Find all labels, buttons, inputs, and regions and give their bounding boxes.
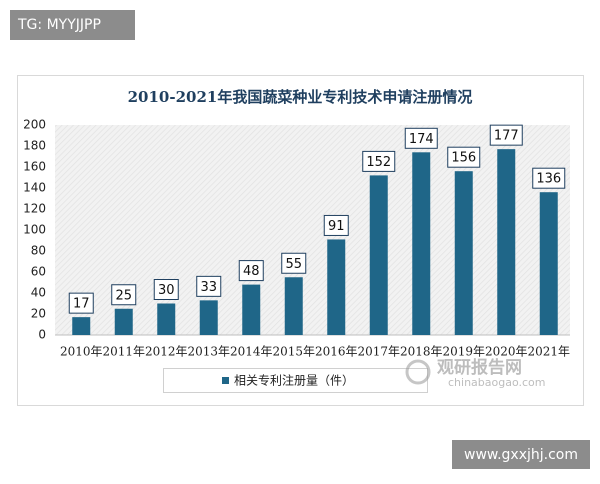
bar xyxy=(539,192,558,335)
data-label: 33 xyxy=(200,280,217,295)
data-label: 17 xyxy=(73,297,90,312)
y-tick-label: 200 xyxy=(23,118,46,132)
watermark-url: chinabaogao.com xyxy=(448,376,546,389)
x-tick-label: 2021年 xyxy=(527,345,570,359)
data-label: 136 xyxy=(536,172,561,187)
chart-title: 2010-2021年我国蔬菜种业专利技术申请注册情况 xyxy=(128,88,473,106)
bar xyxy=(284,277,303,335)
data-label: 177 xyxy=(494,129,519,144)
bar xyxy=(454,171,473,335)
data-label-box xyxy=(196,275,222,297)
data-label-box xyxy=(489,124,523,146)
bar xyxy=(412,152,431,335)
data-label: 156 xyxy=(451,151,476,166)
data-label-box xyxy=(281,252,307,274)
bar xyxy=(199,300,218,335)
x-tick-label: 2017年 xyxy=(357,345,400,359)
y-tick-label: 40 xyxy=(31,286,46,300)
x-tick-label: 2014年 xyxy=(230,345,273,359)
data-label: 91 xyxy=(328,219,345,234)
x-tick-label: 2012年 xyxy=(145,345,188,359)
data-label: 55 xyxy=(285,257,302,272)
x-tick-label: 2013年 xyxy=(187,345,230,359)
y-tick-label: 160 xyxy=(23,160,46,174)
data-label-box xyxy=(153,279,179,300)
bar xyxy=(242,284,261,335)
y-tick-label: 140 xyxy=(23,181,46,195)
x-tick-label: 2019年 xyxy=(442,345,485,359)
plot-background xyxy=(55,125,570,335)
tag-text: www.gxxjhj.com xyxy=(464,447,578,463)
watermark: 观研报告网 chinabaogao.com xyxy=(405,357,546,389)
x-tick-label: 2020年 xyxy=(485,345,528,359)
legend-swatch xyxy=(222,377,229,384)
y-tick-label: 60 xyxy=(31,265,46,279)
legend-box xyxy=(163,368,428,393)
data-label-box xyxy=(362,150,396,172)
data-label: 30 xyxy=(158,283,175,298)
data-label-box xyxy=(68,292,94,314)
data-label: 174 xyxy=(409,132,434,147)
y-tick-label: 0 xyxy=(38,328,46,342)
tag-box xyxy=(10,10,135,40)
x-tick-label: 2018年 xyxy=(400,345,443,359)
data-label-box xyxy=(447,146,481,168)
data-label: 25 xyxy=(115,288,132,303)
bar xyxy=(157,303,176,335)
y-tick-label: 100 xyxy=(23,223,46,237)
tag-text: TG: MYYJJPP xyxy=(17,17,101,33)
bar xyxy=(114,308,133,335)
x-tick-label: 2016年 xyxy=(315,345,358,359)
data-label-box xyxy=(404,127,438,149)
bar xyxy=(369,175,388,335)
y-tick-label: 120 xyxy=(23,202,46,216)
x-tick-label: 2010年 xyxy=(60,345,103,359)
data-label-box xyxy=(238,260,264,282)
bar xyxy=(327,239,346,335)
y-tick-label: 180 xyxy=(23,139,46,153)
bar xyxy=(72,317,91,335)
watermark-name: 观研报告网 xyxy=(436,357,522,378)
data-label-box xyxy=(532,167,566,189)
data-label: 48 xyxy=(243,264,260,279)
bar xyxy=(497,149,516,335)
y-tick-label: 80 xyxy=(31,244,46,258)
legend-label: 相关专利注册量（件） xyxy=(234,373,354,388)
data-label-box xyxy=(111,284,137,306)
watermark-logo xyxy=(405,359,431,385)
data-label: 152 xyxy=(366,155,391,170)
data-label-box xyxy=(323,214,349,236)
x-tick-label: 2015年 xyxy=(272,345,315,359)
tag-box xyxy=(452,440,590,469)
x-tick-label: 2011年 xyxy=(102,345,145,359)
y-tick-label: 20 xyxy=(31,307,46,321)
